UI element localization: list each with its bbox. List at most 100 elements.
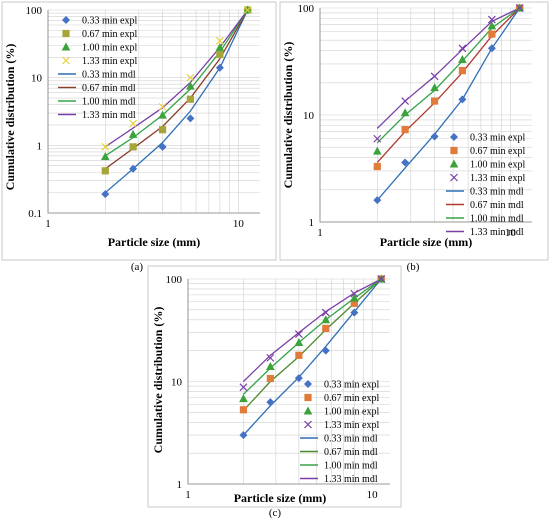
legend-label: 0.33 min mdl (470, 187, 524, 198)
data-point (158, 110, 167, 119)
y-tick-label: 10 (31, 73, 43, 85)
panel-label: (a) (131, 261, 144, 273)
data-point (458, 95, 467, 104)
series-line-6 (242, 278, 382, 412)
series-line-5 (242, 278, 382, 436)
legend-marker (304, 420, 312, 429)
data-point (430, 97, 439, 105)
data-point (215, 42, 225, 51)
legend-label: 0.33 min expl (324, 380, 379, 391)
data-point (239, 383, 248, 392)
legend-label: 1.33 min mdl (324, 474, 378, 485)
data-point (266, 362, 275, 371)
data-point (295, 351, 303, 359)
y-tick-label: 100 (166, 274, 183, 286)
data-point (373, 134, 382, 143)
y-tick-label: 100 (26, 5, 43, 17)
data-point (401, 97, 410, 105)
data-point (321, 308, 330, 317)
data-point (186, 114, 195, 123)
legend-marker (449, 159, 459, 168)
legend-label: 0.33 min expl (82, 16, 137, 27)
x-tick-label: 10 (233, 218, 245, 230)
legend-label: 0.67 min expl (82, 29, 137, 40)
legend-label: 0.67 min mdl (324, 447, 378, 458)
data-point (350, 289, 359, 298)
data-point (350, 293, 359, 302)
legend-marker (61, 42, 71, 51)
series-line-7 (242, 278, 382, 395)
legend: 0.33 min expl 0.67 min expl 1.00 min expl 1… (58, 16, 137, 121)
legend-marker (303, 406, 313, 415)
legend-label: 1.33 min expl (470, 173, 525, 184)
data-point (400, 108, 410, 117)
y-axis-title: Cumulative distribution (%) (281, 42, 295, 189)
data-point (129, 119, 138, 128)
x-tick-label: 1 (45, 218, 51, 230)
data-point (158, 126, 167, 134)
panel-frame (1, 1, 277, 261)
y-tick-label: 10 (303, 110, 315, 122)
series-line-8 (104, 9, 249, 148)
x-tick-label: 10 (367, 489, 379, 501)
data-point (373, 196, 382, 205)
y-tick-label: 10 (171, 377, 183, 389)
data-point (294, 338, 304, 347)
series-line-5 (376, 7, 521, 201)
legend-label: 1.33 min mdl (82, 110, 136, 121)
legend: 0.33 min expl 0.67 min expl 1.00 min expl 1… (446, 133, 525, 238)
data-point (101, 167, 109, 175)
axes (187, 279, 390, 485)
panel-frame (279, 1, 549, 261)
data-point (458, 44, 467, 53)
data-point (430, 72, 439, 81)
data-point (377, 275, 386, 283)
x-tick-label: 1 (317, 227, 323, 239)
legend: 0.33 min expl 0.67 min expl 1.00 min expl 1… (300, 380, 379, 485)
y-tick-label: 1 (37, 140, 43, 152)
data-point (458, 66, 466, 75)
data-point (294, 330, 303, 339)
panel-label: (b) (407, 261, 420, 273)
data-point (129, 164, 138, 173)
data-point (515, 4, 524, 12)
data-point (350, 308, 359, 317)
data-point (101, 142, 110, 151)
legend-label: 1.00 min expl (82, 43, 137, 54)
legend-label: 0.67 min mdl (470, 200, 524, 211)
data-point (215, 63, 224, 72)
data-point (216, 50, 224, 59)
data-point (321, 315, 331, 324)
data-point (350, 299, 358, 307)
data-point (158, 102, 167, 111)
data-point (100, 152, 110, 161)
data-point (322, 324, 330, 332)
x-tick-label: 10 (505, 227, 517, 239)
series-line-8 (242, 278, 382, 382)
legend-label: 0.33 min mdl (324, 434, 378, 445)
chart-panel-3: 1 10 1 10 100 Particle size (mm) Cumulative di… (147, 265, 402, 508)
x-tick-label: 1 (185, 489, 191, 501)
legend-label: 1.00 min mdl (82, 97, 136, 108)
data-point (239, 431, 248, 440)
x-axis-title: Particle size (mm) (108, 235, 201, 249)
series-line-6 (376, 7, 521, 163)
y-tick-label: 100 (298, 3, 315, 15)
data-point (128, 129, 138, 138)
x-axis-title: Particle size (mm) (380, 235, 473, 249)
series-line-7 (376, 7, 521, 144)
data-point (186, 81, 195, 90)
legend-marker (304, 393, 312, 402)
data-point (372, 146, 382, 155)
data-point (488, 30, 496, 38)
data-point (186, 73, 195, 82)
legend-label: 1.00 min expl (324, 407, 379, 418)
data-point (239, 406, 248, 414)
legend-label: 0.33 min mdl (82, 70, 136, 81)
y-tick-label: 1 (177, 479, 183, 491)
data-point (373, 162, 381, 171)
data-point (239, 394, 248, 403)
data-point (430, 83, 439, 92)
